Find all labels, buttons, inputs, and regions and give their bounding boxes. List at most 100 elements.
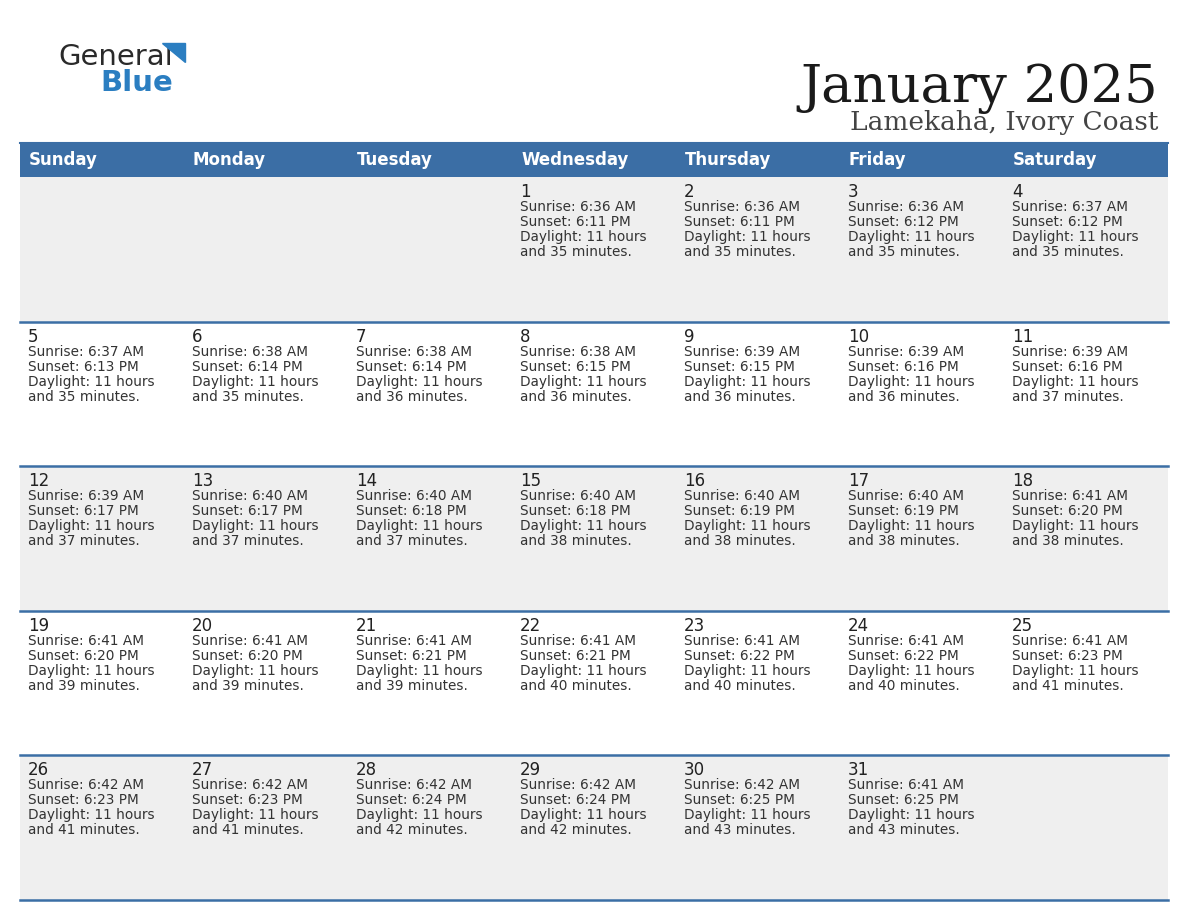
Text: Daylight: 11 hours: Daylight: 11 hours — [684, 809, 810, 823]
Text: January 2025: January 2025 — [801, 63, 1158, 114]
Text: and 35 minutes.: and 35 minutes. — [1012, 245, 1124, 259]
Text: Sunrise: 6:41 AM: Sunrise: 6:41 AM — [1012, 489, 1127, 503]
Text: Daylight: 11 hours: Daylight: 11 hours — [192, 809, 318, 823]
Text: Sunset: 6:12 PM: Sunset: 6:12 PM — [1012, 215, 1123, 229]
Text: 20: 20 — [192, 617, 213, 635]
Text: Daylight: 11 hours: Daylight: 11 hours — [520, 520, 646, 533]
Text: Sunset: 6:20 PM: Sunset: 6:20 PM — [29, 649, 139, 663]
Text: Sunrise: 6:40 AM: Sunrise: 6:40 AM — [356, 489, 472, 503]
Text: and 40 minutes.: and 40 minutes. — [684, 678, 796, 693]
Text: Daylight: 11 hours: Daylight: 11 hours — [356, 664, 482, 677]
Text: Sunset: 6:15 PM: Sunset: 6:15 PM — [684, 360, 795, 374]
Text: Thursday: Thursday — [685, 151, 771, 169]
Text: and 40 minutes.: and 40 minutes. — [520, 678, 632, 693]
Text: Sunset: 6:11 PM: Sunset: 6:11 PM — [684, 215, 795, 229]
Text: Sunset: 6:13 PM: Sunset: 6:13 PM — [29, 360, 139, 374]
Text: 16: 16 — [684, 472, 706, 490]
Text: 4: 4 — [1012, 183, 1023, 201]
Text: Sunset: 6:23 PM: Sunset: 6:23 PM — [192, 793, 303, 808]
Text: and 35 minutes.: and 35 minutes. — [684, 245, 796, 259]
Text: Daylight: 11 hours: Daylight: 11 hours — [29, 375, 154, 388]
Text: 5: 5 — [29, 328, 38, 345]
Text: Daylight: 11 hours: Daylight: 11 hours — [192, 375, 318, 388]
Text: 28: 28 — [356, 761, 377, 779]
Text: and 41 minutes.: and 41 minutes. — [29, 823, 140, 837]
Text: Daylight: 11 hours: Daylight: 11 hours — [1012, 375, 1138, 388]
Bar — [20, 321, 1168, 466]
Text: Daylight: 11 hours: Daylight: 11 hours — [29, 809, 154, 823]
Text: 19: 19 — [29, 617, 49, 635]
Text: 22: 22 — [520, 617, 542, 635]
Text: Sunrise: 6:41 AM: Sunrise: 6:41 AM — [356, 633, 472, 648]
Text: Daylight: 11 hours: Daylight: 11 hours — [520, 230, 646, 244]
Polygon shape — [162, 43, 185, 62]
Bar — [676, 143, 840, 177]
Text: and 42 minutes.: and 42 minutes. — [356, 823, 468, 837]
Text: General: General — [58, 43, 172, 71]
Text: Sunrise: 6:40 AM: Sunrise: 6:40 AM — [684, 489, 800, 503]
Text: and 39 minutes.: and 39 minutes. — [29, 678, 140, 693]
Text: Sunrise: 6:36 AM: Sunrise: 6:36 AM — [848, 200, 963, 214]
Text: Daylight: 11 hours: Daylight: 11 hours — [684, 520, 810, 533]
Text: and 38 minutes.: and 38 minutes. — [1012, 534, 1124, 548]
Text: Lamekaha, Ivory Coast: Lamekaha, Ivory Coast — [849, 110, 1158, 135]
Text: 17: 17 — [848, 472, 870, 490]
Text: Sunrise: 6:40 AM: Sunrise: 6:40 AM — [520, 489, 636, 503]
Text: Daylight: 11 hours: Daylight: 11 hours — [848, 809, 974, 823]
Text: Sunset: 6:18 PM: Sunset: 6:18 PM — [520, 504, 631, 518]
Text: Sunrise: 6:42 AM: Sunrise: 6:42 AM — [684, 778, 800, 792]
Text: Daylight: 11 hours: Daylight: 11 hours — [192, 520, 318, 533]
Text: 30: 30 — [684, 761, 706, 779]
Text: and 41 minutes.: and 41 minutes. — [192, 823, 304, 837]
Text: Sunrise: 6:38 AM: Sunrise: 6:38 AM — [192, 344, 308, 359]
Text: and 41 minutes.: and 41 minutes. — [1012, 678, 1124, 693]
Bar — [20, 756, 1168, 900]
Text: and 42 minutes.: and 42 minutes. — [520, 823, 632, 837]
Text: Sunrise: 6:38 AM: Sunrise: 6:38 AM — [356, 344, 472, 359]
Text: Sunset: 6:16 PM: Sunset: 6:16 PM — [1012, 360, 1123, 374]
Text: Daylight: 11 hours: Daylight: 11 hours — [684, 664, 810, 677]
Text: Daylight: 11 hours: Daylight: 11 hours — [848, 520, 974, 533]
Text: Daylight: 11 hours: Daylight: 11 hours — [684, 375, 810, 388]
Text: Daylight: 11 hours: Daylight: 11 hours — [520, 664, 646, 677]
Text: Daylight: 11 hours: Daylight: 11 hours — [356, 809, 482, 823]
Text: 15: 15 — [520, 472, 541, 490]
Text: Daylight: 11 hours: Daylight: 11 hours — [192, 664, 318, 677]
Text: Sunrise: 6:36 AM: Sunrise: 6:36 AM — [684, 200, 800, 214]
Text: 23: 23 — [684, 617, 706, 635]
Text: Daylight: 11 hours: Daylight: 11 hours — [1012, 230, 1138, 244]
Text: Sunrise: 6:41 AM: Sunrise: 6:41 AM — [848, 633, 963, 648]
Bar — [20, 610, 1168, 756]
Text: Sunrise: 6:41 AM: Sunrise: 6:41 AM — [192, 633, 308, 648]
Text: Sunrise: 6:37 AM: Sunrise: 6:37 AM — [29, 344, 144, 359]
Text: 11: 11 — [1012, 328, 1034, 345]
Text: and 37 minutes.: and 37 minutes. — [29, 534, 140, 548]
Bar — [840, 143, 1004, 177]
Text: 29: 29 — [520, 761, 541, 779]
Text: Sunrise: 6:39 AM: Sunrise: 6:39 AM — [29, 489, 144, 503]
Text: Sunrise: 6:41 AM: Sunrise: 6:41 AM — [1012, 633, 1127, 648]
Text: 2: 2 — [684, 183, 695, 201]
Text: and 37 minutes.: and 37 minutes. — [356, 534, 468, 548]
Text: Sunrise: 6:42 AM: Sunrise: 6:42 AM — [29, 778, 144, 792]
Text: Sunrise: 6:41 AM: Sunrise: 6:41 AM — [520, 633, 636, 648]
Bar — [348, 143, 512, 177]
Text: 3: 3 — [848, 183, 859, 201]
Bar — [20, 177, 1168, 321]
Text: Sunrise: 6:41 AM: Sunrise: 6:41 AM — [684, 633, 800, 648]
Text: Wednesday: Wednesday — [522, 151, 628, 169]
Text: and 35 minutes.: and 35 minutes. — [29, 389, 140, 404]
Text: 14: 14 — [356, 472, 377, 490]
Text: Sunrise: 6:40 AM: Sunrise: 6:40 AM — [192, 489, 308, 503]
Text: and 35 minutes.: and 35 minutes. — [192, 389, 304, 404]
Text: 21: 21 — [356, 617, 378, 635]
Text: Sunset: 6:21 PM: Sunset: 6:21 PM — [356, 649, 467, 663]
Text: Tuesday: Tuesday — [358, 151, 432, 169]
Text: Sunday: Sunday — [29, 151, 97, 169]
Text: and 38 minutes.: and 38 minutes. — [848, 534, 960, 548]
Text: 18: 18 — [1012, 472, 1034, 490]
Bar — [20, 143, 184, 177]
Text: Sunrise: 6:39 AM: Sunrise: 6:39 AM — [684, 344, 801, 359]
Text: Daylight: 11 hours: Daylight: 11 hours — [356, 520, 482, 533]
Bar — [20, 466, 1168, 610]
